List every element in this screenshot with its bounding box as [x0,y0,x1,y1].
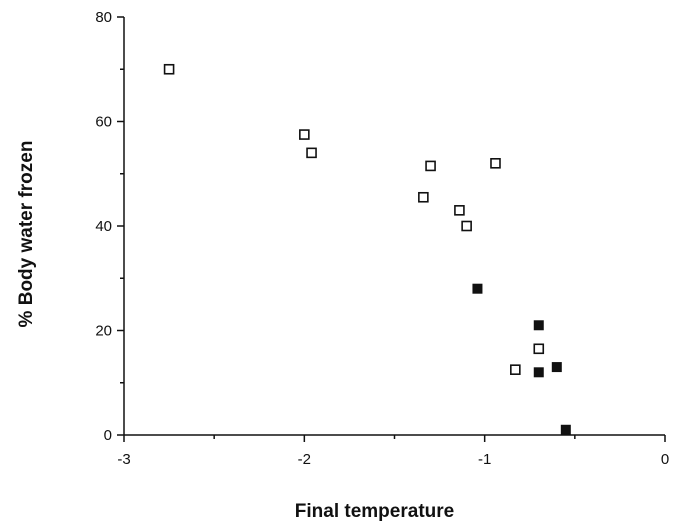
filled-square-point [533,367,544,378]
y-tick-label: 20 [95,323,112,340]
open-square-point [461,220,472,232]
open-square-point [425,160,436,172]
open-square-point [454,205,465,216]
axes [123,17,665,436]
y-tick-label: 40 [95,218,112,235]
x-tick-label: -3 [117,451,130,468]
y-tick-label: 60 [95,114,112,131]
x-tick-label: 0 [661,451,669,468]
x-tick-label: -1 [478,451,491,468]
x-tick-label: -2 [298,451,311,468]
open-square-point [510,364,521,375]
filled-square-point [533,320,544,331]
ticks: -3 -2 -1 0 0 20 40 60 80 [95,9,669,468]
y-axis-title: % Body water frozen [16,141,37,328]
open-square-point [163,63,175,75]
open-square-point [306,147,317,159]
filled-square-point [560,424,571,435]
x-axis-title: Final temperature [295,501,454,522]
open-square-point [490,158,501,169]
y-tick-label: 80 [95,9,112,26]
open-square-point [418,191,429,203]
filled-square-point [551,362,562,373]
y-tick-label: 0 [104,427,112,444]
filled-square-point [472,283,483,294]
open-square-point [533,343,545,355]
data-points [163,63,571,435]
open-square-point [299,129,310,140]
